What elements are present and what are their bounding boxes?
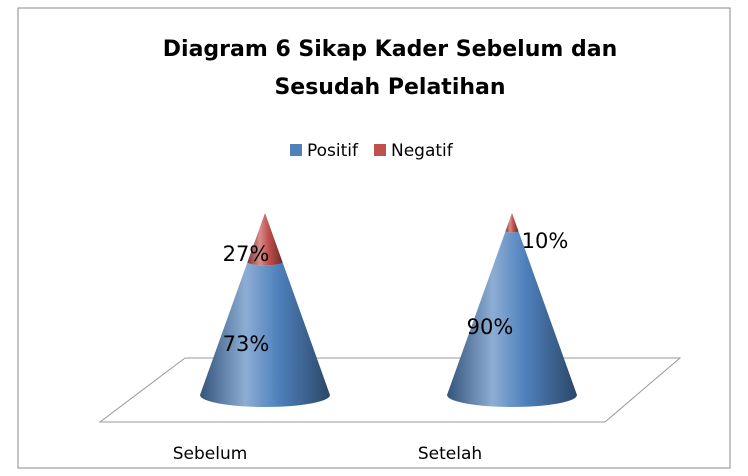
legend-label: Negatif [391,141,454,161]
chart-title: Sesudah Pelatihan [274,75,505,100]
data-label: 27% [223,242,270,266]
cone-segment [447,231,577,407]
data-label: 10% [522,229,569,253]
floor [98,357,682,423]
x-tick-label: Setelah [418,444,482,464]
data-label: 90% [467,315,514,339]
data-label: 73% [223,332,270,356]
cone-segment [200,262,330,407]
chart-title: Diagram 6 Sikap Kader Sebelum dan [163,37,617,62]
legend-swatch [290,144,302,156]
legend-swatch [374,144,386,156]
cone-segment [505,213,519,233]
x-tick-label: Sebelum [173,444,248,464]
cone-segment [247,213,283,266]
legend-label: Positif [307,141,359,161]
